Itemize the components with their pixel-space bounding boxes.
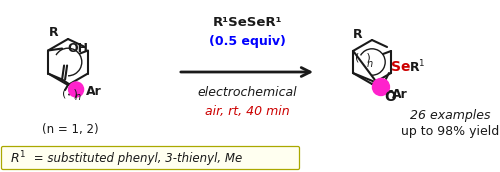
Text: n: n bbox=[367, 59, 373, 69]
Circle shape bbox=[372, 78, 390, 95]
Text: (  ): ( ) bbox=[62, 88, 78, 98]
Text: O: O bbox=[384, 90, 396, 104]
Text: = substituted phenyl, 3-thienyl, Me: = substituted phenyl, 3-thienyl, Me bbox=[30, 152, 242, 165]
Text: n: n bbox=[75, 92, 81, 102]
Text: OH: OH bbox=[67, 42, 88, 55]
Text: R: R bbox=[352, 28, 362, 40]
Text: Se: Se bbox=[391, 60, 410, 74]
Circle shape bbox=[68, 82, 84, 97]
Text: up to 98% yield: up to 98% yield bbox=[401, 126, 499, 138]
Text: (  ): ( ) bbox=[355, 53, 370, 63]
Text: air, rt, 40 min: air, rt, 40 min bbox=[204, 105, 290, 119]
Text: R: R bbox=[48, 26, 58, 40]
FancyBboxPatch shape bbox=[2, 147, 300, 169]
Text: electrochemical: electrochemical bbox=[197, 87, 297, 99]
Text: R$^1$: R$^1$ bbox=[409, 59, 426, 75]
Text: (0.5 equiv): (0.5 equiv) bbox=[208, 35, 286, 49]
Text: Ar: Ar bbox=[86, 85, 102, 98]
Text: (n = 1, 2): (n = 1, 2) bbox=[42, 123, 98, 137]
Text: 26 examples: 26 examples bbox=[410, 109, 490, 121]
Text: $R^1$: $R^1$ bbox=[10, 150, 26, 167]
Text: R¹SeSeR¹: R¹SeSeR¹ bbox=[212, 15, 282, 29]
Text: Ar: Ar bbox=[392, 89, 407, 101]
